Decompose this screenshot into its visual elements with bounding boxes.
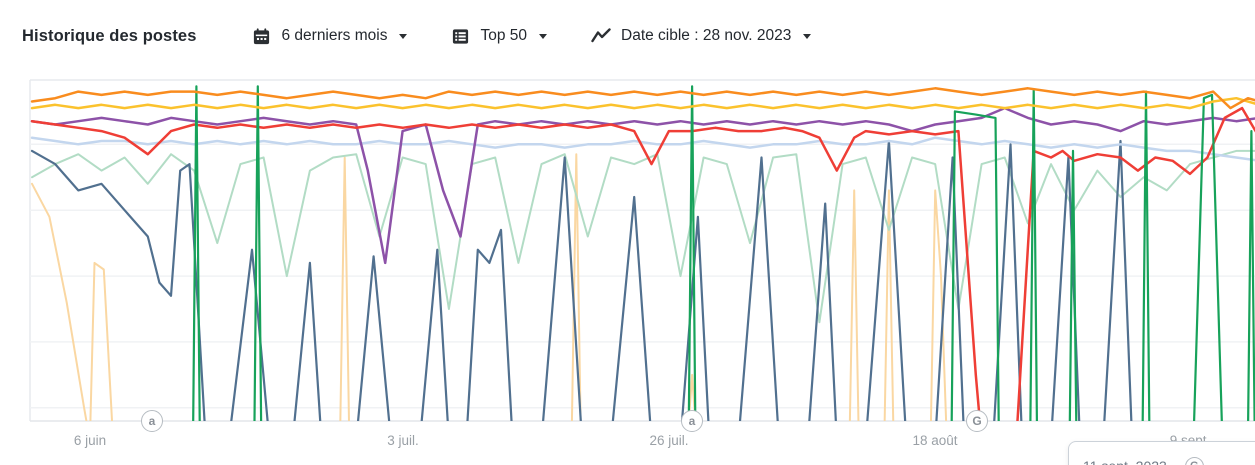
google-favicon-badge: G	[1184, 456, 1204, 465]
favicon-marker-a[interactable]: a	[681, 410, 703, 432]
chevron-down-icon	[803, 33, 812, 39]
chart-header: Historique des postes 6 derniers mois	[0, 0, 1255, 72]
target-date-dropdown[interactable]: Date cible : 28 nov. 2023	[591, 26, 812, 46]
date-range-label: 6 derniers mois	[281, 27, 388, 44]
series-yellow[interactable]	[30, 96, 1255, 110]
x-axis-label: 6 juin	[73, 433, 107, 448]
series-purple[interactable]	[30, 106, 1255, 265]
x-axis-label: 3 juil.	[387, 433, 419, 448]
target-date-label: Date cible : 28 nov. 2023	[621, 27, 792, 44]
series-red[interactable]	[30, 106, 1255, 441]
hover-tooltip: 11 sept. 2023 G	[1068, 441, 1255, 465]
page-title: Historique des postes	[22, 26, 197, 45]
x-axis-label: 26 juil.	[649, 433, 689, 448]
table-icon	[451, 27, 470, 46]
calendar-icon	[252, 27, 271, 46]
top-filter-label: Top 50	[480, 27, 527, 44]
tooltip-date: 11 sept. 2023	[1083, 458, 1167, 465]
favicon-marker-a[interactable]: a	[141, 410, 163, 432]
favicon-marker-G[interactable]: G	[966, 410, 988, 432]
series-orange[interactable]	[30, 87, 1255, 110]
series-peach[interactable]	[31, 153, 1255, 441]
series-green[interactable]	[192, 85, 1255, 441]
chevron-down-icon	[399, 33, 408, 39]
date-range-dropdown[interactable]: 6 derniers mois	[252, 27, 408, 46]
trend-icon	[591, 26, 611, 46]
series-lightblue[interactable]	[30, 136, 1255, 162]
series-mint[interactable]	[31, 149, 1255, 324]
chevron-down-icon	[539, 33, 547, 39]
x-axis-label: 18 août	[912, 433, 958, 448]
top-filter-dropdown[interactable]: Top 50	[451, 27, 547, 46]
